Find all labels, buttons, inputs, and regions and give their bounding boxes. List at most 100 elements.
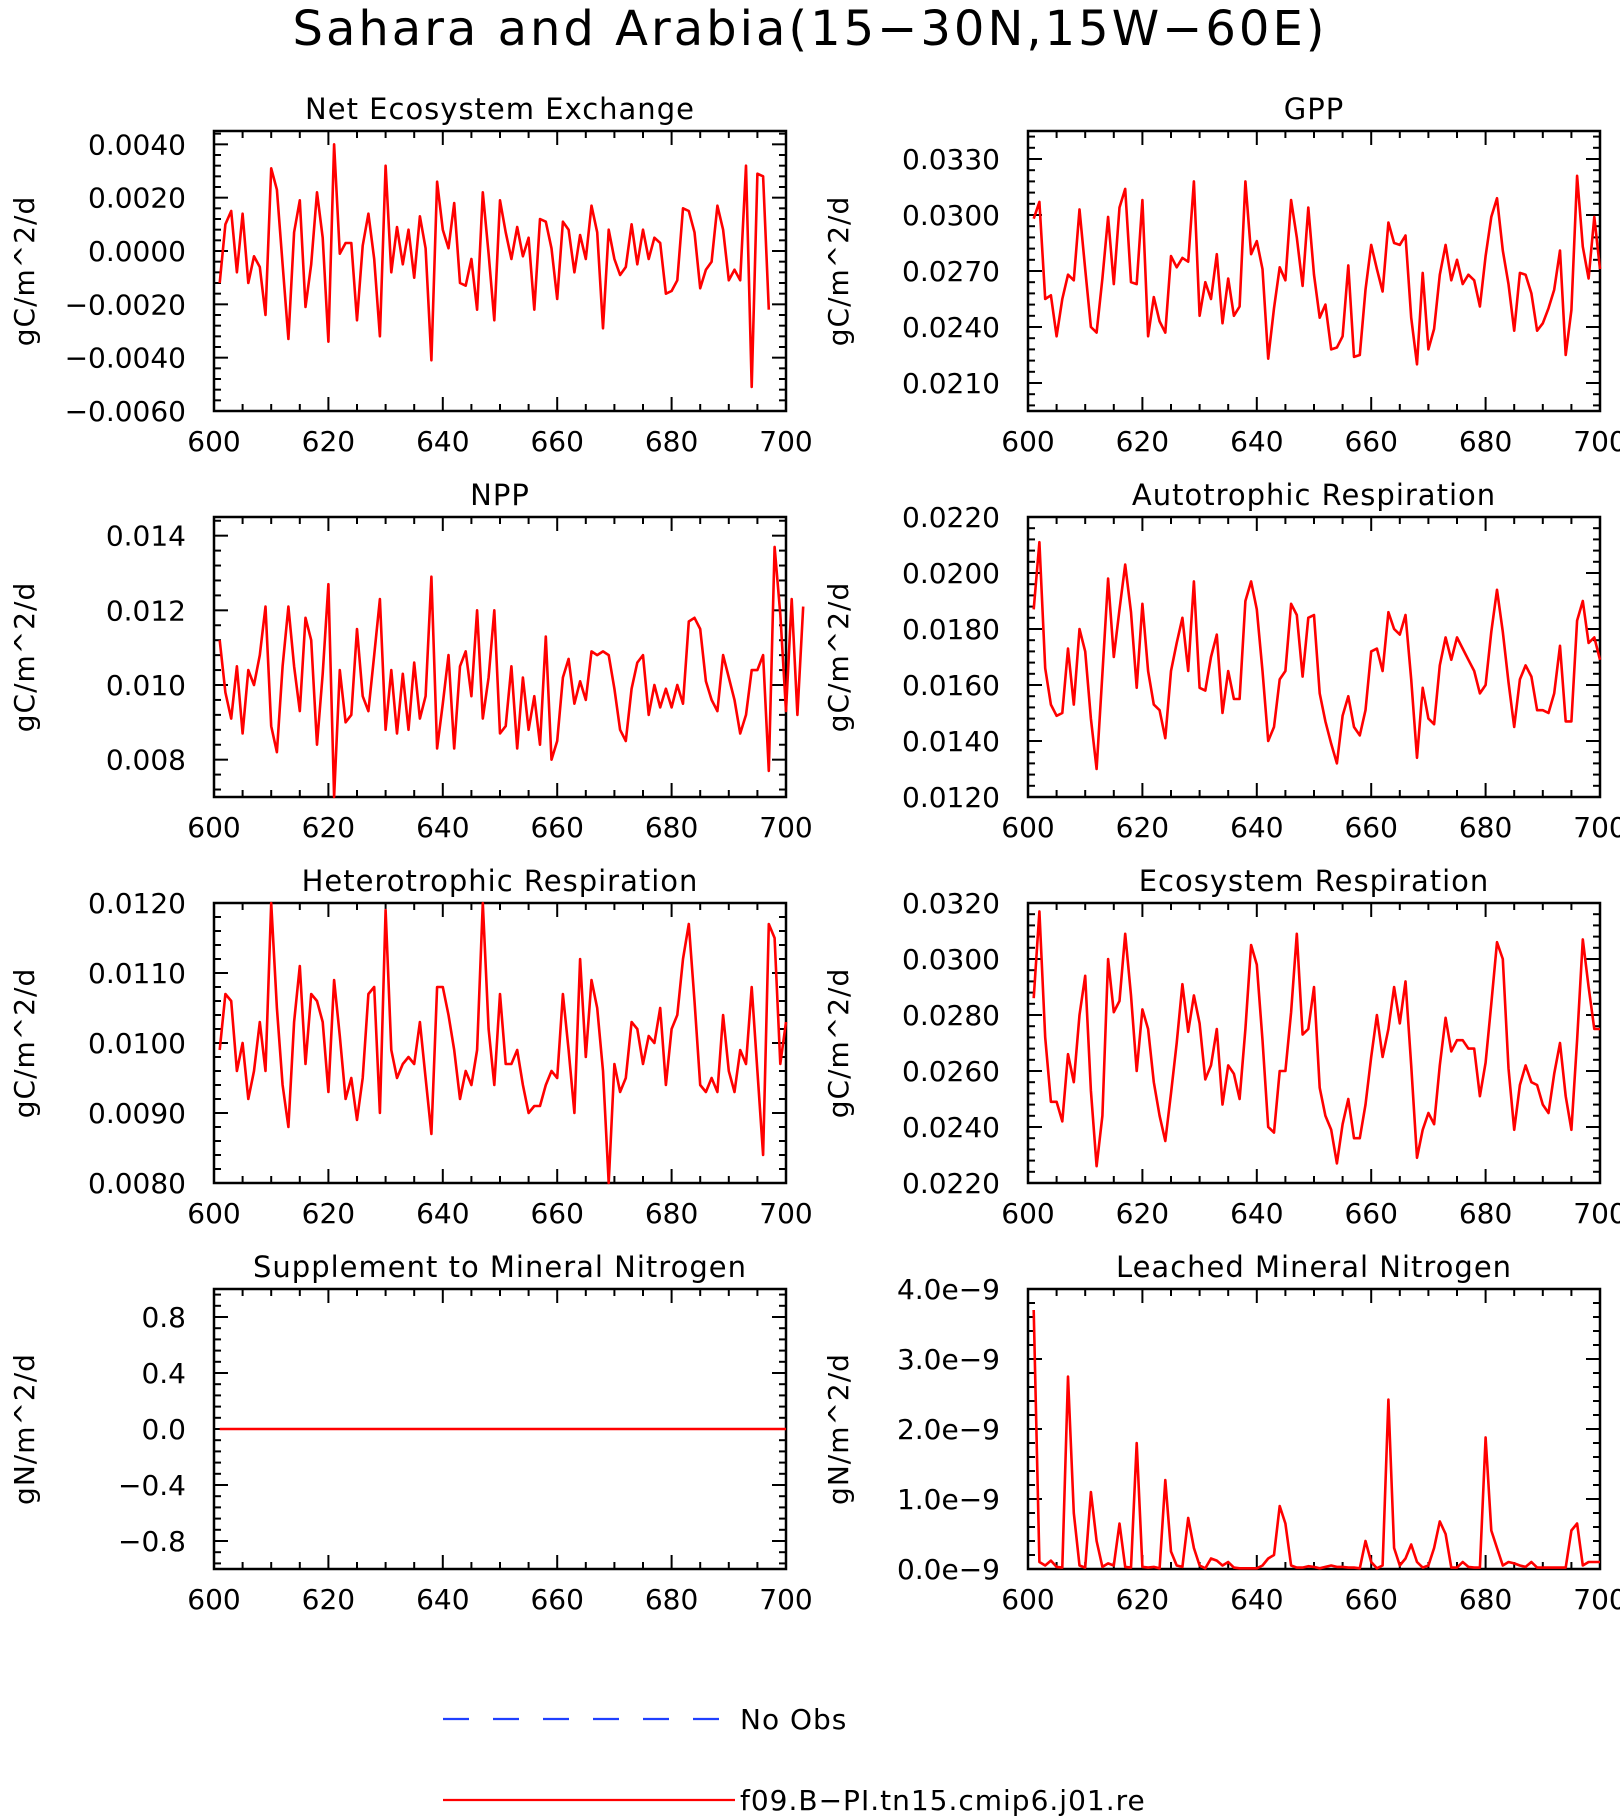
x-tick-label: 700 [759,1197,812,1230]
y-tick-label: 0.0180 [902,613,1000,646]
y-tick-label: −0.0020 [65,288,186,321]
x-tick-label: 680 [645,425,698,458]
y-tick-label: 0.0020 [88,182,186,215]
x-tick-label: 640 [1230,1583,1283,1616]
panel-title: GPP [1284,92,1344,126]
x-tick-label: 600 [1001,1583,1054,1616]
y-tick-label: 0.0 [141,1413,186,1446]
y-tick-label: 0.0120 [88,887,186,920]
y-axis-label: gC/m^2/d [8,582,41,733]
y-tick-label: 0.0120 [902,781,1000,814]
y-tick-label: 0.012 [106,594,186,627]
panel-title: NPP [470,478,530,512]
x-tick-label: 700 [759,811,812,844]
y-tick-label: 0.0110 [88,957,186,990]
chart-panel-6: Ecosystem Respiration gC/m^2/d 600 620 640 66… [822,864,1620,1230]
x-tick-label: 680 [1459,425,1512,458]
x-tick-label: 660 [1344,425,1397,458]
series-line [218,143,771,389]
y-tick-label: 0.0240 [902,311,1000,344]
x-tick-label: 660 [1344,1583,1397,1616]
y-tick-label: 2.0e−9 [897,1413,1000,1446]
panel-title: Net Ecosystem Exchange [305,92,695,126]
x-tick-label: 640 [416,1197,469,1230]
chart-panel-7: Supplement to Mineral Nitrogen gN/m^2/d 60… [8,1250,813,1616]
y-tick-label: 0.010 [106,669,186,702]
y-tick-label: −0.4 [118,1469,186,1502]
x-tick-label: 640 [1230,1197,1283,1230]
y-tick-label: 0.0100 [88,1027,186,1060]
panel-title: Ecosystem Respiration [1139,864,1490,898]
x-tick-label: 620 [1116,1583,1169,1616]
chart-panel-1: Net Ecosystem Exchange gC/m^2/d 600 620 640 6… [8,92,813,458]
x-tick-label: 620 [302,811,355,844]
series-line [218,901,788,1185]
x-tick-label: 640 [416,425,469,458]
x-tick-label: 660 [530,811,583,844]
y-tick-label: 0.0e−9 [897,1553,1000,1586]
y-tick-label: 0.008 [106,744,186,777]
series-line [1032,174,1602,366]
plot-frame [212,129,788,413]
y-tick-label: −0.0040 [65,342,186,375]
y-tick-label: 0.4 [141,1357,186,1390]
x-tick-label: 620 [1116,425,1169,458]
y-tick-label: 0.0260 [902,1055,1000,1088]
y-axis-label: gN/m^2/d [8,1353,41,1505]
panel-title: Supplement to Mineral Nitrogen [253,1250,747,1284]
legend-label: f09.B−PI.tn15.cmip6.j01.re [740,1784,1146,1817]
chart-panel-5: Heterotrophic Respiration gC/m^2/d 600 620 6… [8,864,813,1230]
legend: No Obs f09.B−PI.tn15.cmip6.j01.re [443,1703,1146,1817]
x-tick-label: 600 [187,811,240,844]
y-tick-label: 0.0280 [902,999,1000,1032]
y-tick-label: 0.0210 [902,367,1000,400]
y-tick-label: 1.0e−9 [897,1483,1000,1516]
y-tick-label: 0.0300 [902,199,1000,232]
x-tick-label: 660 [1344,811,1397,844]
series-line [1032,540,1602,771]
series-line [1032,910,1600,1168]
plot-frame [212,515,788,799]
panels-group: Net Ecosystem Exchange gC/m^2/d 600 620 640 6… [8,92,1620,1616]
x-tick-label: 680 [1459,1583,1512,1616]
y-axis-label: gC/m^2/d [8,968,41,1119]
y-tick-label: 0.0300 [902,943,1000,976]
y-tick-label: 0.0080 [88,1167,186,1200]
x-tick-label: 640 [416,1583,469,1616]
legend-label: No Obs [740,1703,847,1736]
x-tick-label: 680 [645,811,698,844]
x-tick-label: 680 [645,1583,698,1616]
x-tick-label: 700 [1573,425,1620,458]
y-tick-label: 0.0160 [902,669,1000,702]
chart-panel-8: Leached Mineral Nitrogen gN/m^2/d 600 620 64… [822,1250,1620,1616]
x-tick-label: 600 [1001,1197,1054,1230]
x-tick-label: 660 [1344,1197,1397,1230]
x-tick-label: 620 [302,1583,355,1616]
series-line [1032,1309,1600,1570]
x-tick-label: 620 [302,425,355,458]
y-tick-label: 0.0270 [902,255,1000,288]
plot-frame [212,901,788,1185]
y-tick-label: 0.0240 [902,1111,1000,1144]
chart-panel-4: Autotrophic Respiration gC/m^2/d 600 620 640… [822,478,1620,844]
x-tick-label: 620 [1116,811,1169,844]
figure-title: Sahara and Arabia(15−30N,15W−60E) [292,1,1327,57]
x-tick-label: 620 [1116,1197,1169,1230]
x-tick-label: 600 [187,1197,240,1230]
chart-panel-2: GPP gC/m^2/d 600 620 640 660 680 700 0.0210 0.024… [822,92,1620,458]
x-tick-label: 600 [1001,425,1054,458]
x-tick-label: 640 [416,811,469,844]
panel-title: Autotrophic Respiration [1132,478,1496,512]
y-tick-label: 0.0140 [902,725,1000,758]
panel-title: Leached Mineral Nitrogen [1116,1250,1512,1284]
chart-panel-3: NPP gC/m^2/d 600 620 640 660 680 700 0.008 0.010 0… [8,478,813,844]
x-tick-label: 700 [1573,811,1620,844]
y-axis-label: gN/m^2/d [822,1353,855,1505]
y-tick-label: −0.0060 [65,395,186,428]
x-tick-label: 700 [1573,1583,1620,1616]
plot-frame [1026,901,1602,1185]
panel-title: Heterotrophic Respiration [302,864,699,898]
x-tick-label: 700 [759,425,812,458]
x-tick-label: 660 [530,1197,583,1230]
y-tick-label: 0.0220 [902,1167,1000,1200]
